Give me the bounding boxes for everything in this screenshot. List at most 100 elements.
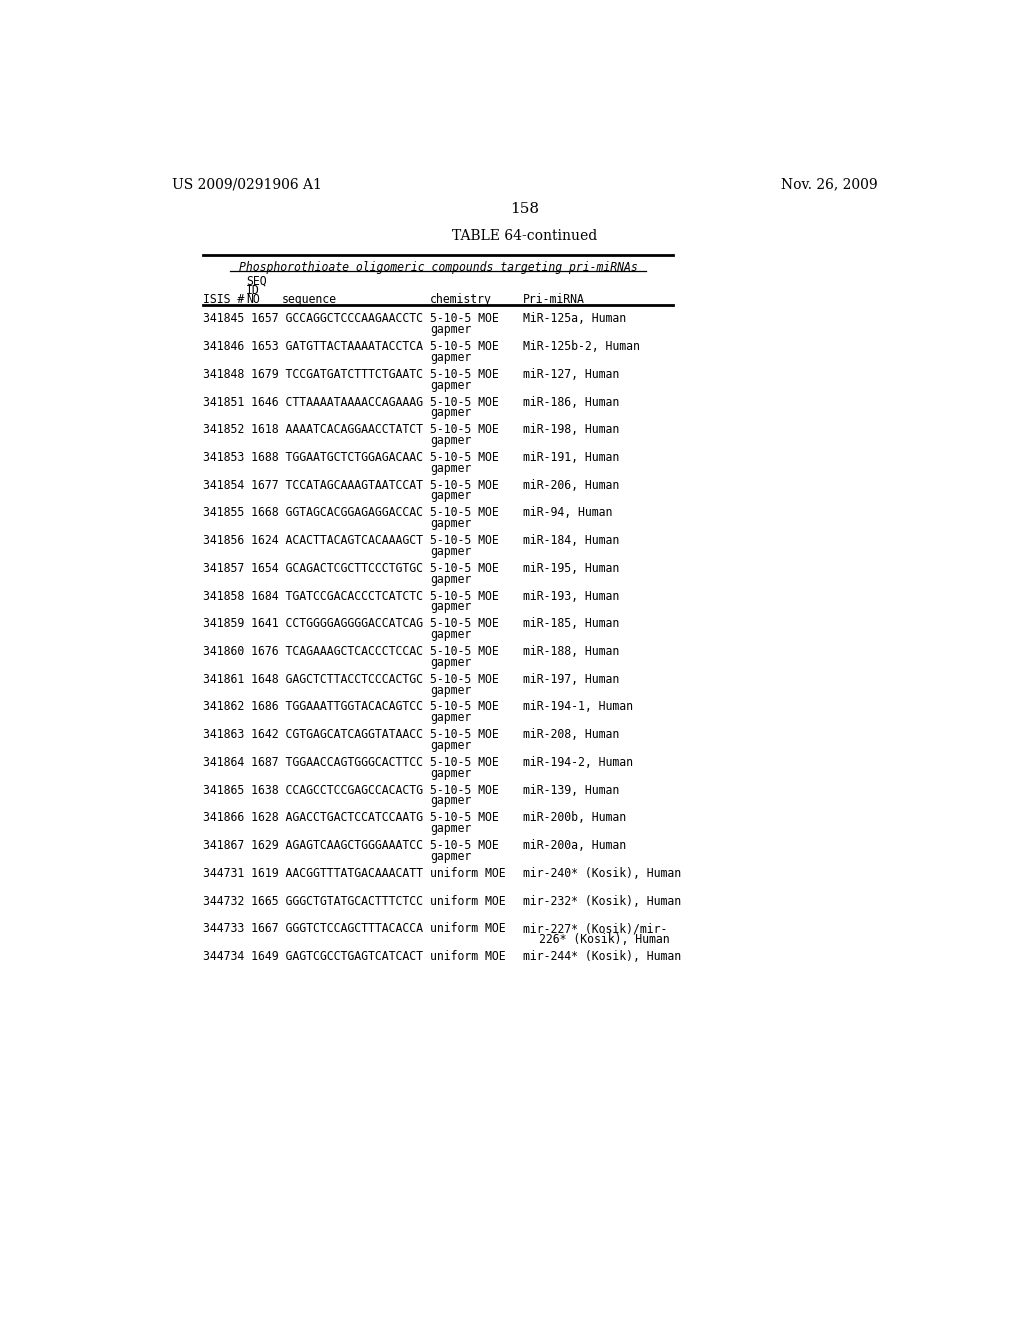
Text: miR-194-1, Human: miR-194-1, Human xyxy=(523,701,633,714)
Text: gapmer: gapmer xyxy=(430,767,471,780)
Text: 341848 1679 TCCGATGATCTTTCTGAATC: 341848 1679 TCCGATGATCTTTCTGAATC xyxy=(203,368,423,381)
Text: mir-232* (Kosik), Human: mir-232* (Kosik), Human xyxy=(523,895,681,908)
Text: gapmer: gapmer xyxy=(430,656,471,669)
Text: 5-10-5 MOE: 5-10-5 MOE xyxy=(430,313,499,326)
Text: gapmer: gapmer xyxy=(430,711,471,725)
Text: 5-10-5 MOE: 5-10-5 MOE xyxy=(430,840,499,853)
Text: MiR-125b-2, Human: MiR-125b-2, Human xyxy=(523,341,640,354)
Text: gapmer: gapmer xyxy=(430,434,471,447)
Text: gapmer: gapmer xyxy=(430,545,471,558)
Text: uniform MOE: uniform MOE xyxy=(430,923,506,936)
Text: 341857 1654 GCAGACTCGCTTCCCTGTGC: 341857 1654 GCAGACTCGCTTCCCTGTGC xyxy=(203,562,423,576)
Text: miR-200a, Human: miR-200a, Human xyxy=(523,840,627,853)
Text: 5-10-5 MOE: 5-10-5 MOE xyxy=(430,784,499,797)
Text: gapmer: gapmer xyxy=(430,739,471,752)
Text: Nov. 26, 2009: Nov. 26, 2009 xyxy=(781,178,878,191)
Text: 341858 1684 TGATCCGACACCCTCATCTC: 341858 1684 TGATCCGACACCCTCATCTC xyxy=(203,590,423,603)
Text: 5-10-5 MOE: 5-10-5 MOE xyxy=(430,701,499,714)
Text: miR-188, Human: miR-188, Human xyxy=(523,645,620,659)
Text: gapmer: gapmer xyxy=(430,822,471,836)
Text: 341855 1668 GGTAGCACGGAGAGGACCAC: 341855 1668 GGTAGCACGGAGAGGACCAC xyxy=(203,507,423,520)
Text: chemistry: chemistry xyxy=(430,293,493,306)
Text: Pri-miRNA: Pri-miRNA xyxy=(523,293,585,306)
Text: 341854 1677 TCCATAGCAAAGTAATCCAT: 341854 1677 TCCATAGCAAAGTAATCCAT xyxy=(203,479,423,492)
Text: 341856 1624 ACACTTACAGTCACAAAGCT: 341856 1624 ACACTTACAGTCACAAAGCT xyxy=(203,535,423,548)
Text: 5-10-5 MOE: 5-10-5 MOE xyxy=(430,729,499,742)
Text: mir-244* (Kosik), Human: mir-244* (Kosik), Human xyxy=(523,950,681,964)
Text: miR-194-2, Human: miR-194-2, Human xyxy=(523,756,633,770)
Text: 5-10-5 MOE: 5-10-5 MOE xyxy=(430,341,499,354)
Text: 341862 1686 TGGAAATTGGTACACAGTCC: 341862 1686 TGGAAATTGGTACACAGTCC xyxy=(203,701,423,714)
Text: gapmer: gapmer xyxy=(430,407,471,420)
Text: Phosphorothioate oligomeric compounds targeting pri-miRNAs: Phosphorothioate oligomeric compounds ta… xyxy=(239,261,637,273)
Text: miR-198, Human: miR-198, Human xyxy=(523,424,620,437)
Text: uniform MOE: uniform MOE xyxy=(430,950,506,964)
Text: gapmer: gapmer xyxy=(430,601,471,614)
Text: ID: ID xyxy=(246,284,259,297)
Text: gapmer: gapmer xyxy=(430,517,471,531)
Text: 5-10-5 MOE: 5-10-5 MOE xyxy=(430,396,499,409)
Text: gapmer: gapmer xyxy=(430,379,471,392)
Text: miR-200b, Human: miR-200b, Human xyxy=(523,812,627,825)
Text: mir-227* (Kosik)/mir-: mir-227* (Kosik)/mir- xyxy=(523,923,668,936)
Text: miR-208, Human: miR-208, Human xyxy=(523,729,620,742)
Text: gapmer: gapmer xyxy=(430,573,471,586)
Text: miR-94, Human: miR-94, Human xyxy=(523,507,612,520)
Text: 5-10-5 MOE: 5-10-5 MOE xyxy=(430,590,499,603)
Text: 341861 1648 GAGCTCTTACCTCCCACTGC: 341861 1648 GAGCTCTTACCTCCCACTGC xyxy=(203,673,423,686)
Text: miR-186, Human: miR-186, Human xyxy=(523,396,620,409)
Text: 344732 1665 GGGCTGTATGCACTTTCTCC: 344732 1665 GGGCTGTATGCACTTTCTCC xyxy=(203,895,423,908)
Text: 5-10-5 MOE: 5-10-5 MOE xyxy=(430,451,499,465)
Text: 341845 1657 GCCAGGCTCCCAAGAACCTC: 341845 1657 GCCAGGCTCCCAAGAACCTC xyxy=(203,313,423,326)
Text: gapmer: gapmer xyxy=(430,462,471,475)
Text: miR-195, Human: miR-195, Human xyxy=(523,562,620,576)
Text: 5-10-5 MOE: 5-10-5 MOE xyxy=(430,673,499,686)
Text: miR-184, Human: miR-184, Human xyxy=(523,535,620,548)
Text: gapmer: gapmer xyxy=(430,795,471,808)
Text: 5-10-5 MOE: 5-10-5 MOE xyxy=(430,507,499,520)
Text: gapmer: gapmer xyxy=(430,684,471,697)
Text: 341867 1629 AGAGTCAAGCTGGGAAATCC: 341867 1629 AGAGTCAAGCTGGGAAATCC xyxy=(203,840,423,853)
Text: gapmer: gapmer xyxy=(430,628,471,642)
Text: 5-10-5 MOE: 5-10-5 MOE xyxy=(430,535,499,548)
Text: 5-10-5 MOE: 5-10-5 MOE xyxy=(430,756,499,770)
Text: 341866 1628 AGACCTGACTCCATCCAATG: 341866 1628 AGACCTGACTCCATCCAATG xyxy=(203,812,423,825)
Text: 158: 158 xyxy=(510,202,540,216)
Text: 344733 1667 GGGTCTCCAGCTTTACACCA: 344733 1667 GGGTCTCCAGCTTTACACCA xyxy=(203,923,423,936)
Text: 5-10-5 MOE: 5-10-5 MOE xyxy=(430,424,499,437)
Text: miR-206, Human: miR-206, Human xyxy=(523,479,620,492)
Text: 344731 1619 AACGGTTTATGACAAACATT: 344731 1619 AACGGTTTATGACAAACATT xyxy=(203,867,423,880)
Text: 341865 1638 CCAGCCTCCGAGCCACACTG: 341865 1638 CCAGCCTCCGAGCCACACTG xyxy=(203,784,423,797)
Text: sequence: sequence xyxy=(282,293,337,306)
Text: 5-10-5 MOE: 5-10-5 MOE xyxy=(430,618,499,631)
Text: miR-193, Human: miR-193, Human xyxy=(523,590,620,603)
Text: gapmer: gapmer xyxy=(430,850,471,863)
Text: 5-10-5 MOE: 5-10-5 MOE xyxy=(430,562,499,576)
Text: TABLE 64-continued: TABLE 64-continued xyxy=(453,230,597,243)
Text: ISIS #: ISIS # xyxy=(203,293,245,306)
Text: 5-10-5 MOE: 5-10-5 MOE xyxy=(430,812,499,825)
Text: 341860 1676 TCAGAAAGCTCACCCTCCAC: 341860 1676 TCAGAAAGCTCACCCTCCAC xyxy=(203,645,423,659)
Text: 5-10-5 MOE: 5-10-5 MOE xyxy=(430,645,499,659)
Text: 341846 1653 GATGTTACTAAAATACCTCA: 341846 1653 GATGTTACTAAAATACCTCA xyxy=(203,341,423,354)
Text: 341863 1642 CGTGAGCATCAGGTATAACC: 341863 1642 CGTGAGCATCAGGTATAACC xyxy=(203,729,423,742)
Text: gapmer: gapmer xyxy=(430,323,471,337)
Text: miR-197, Human: miR-197, Human xyxy=(523,673,620,686)
Text: miR-127, Human: miR-127, Human xyxy=(523,368,620,381)
Text: uniform MOE: uniform MOE xyxy=(430,867,506,880)
Text: 341852 1618 AAAATCACAGGAACCTATCT: 341852 1618 AAAATCACAGGAACCTATCT xyxy=(203,424,423,437)
Text: NO: NO xyxy=(246,293,259,306)
Text: 5-10-5 MOE: 5-10-5 MOE xyxy=(430,368,499,381)
Text: 5-10-5 MOE: 5-10-5 MOE xyxy=(430,479,499,492)
Text: US 2009/0291906 A1: US 2009/0291906 A1 xyxy=(172,178,323,191)
Text: gapmer: gapmer xyxy=(430,490,471,503)
Text: 341859 1641 CCTGGGGAGGGGACCATCAG: 341859 1641 CCTGGGGAGGGGACCATCAG xyxy=(203,618,423,631)
Text: miR-191, Human: miR-191, Human xyxy=(523,451,620,465)
Text: SEQ: SEQ xyxy=(246,275,266,288)
Text: MiR-125a, Human: MiR-125a, Human xyxy=(523,313,627,326)
Text: gapmer: gapmer xyxy=(430,351,471,364)
Text: mir-240* (Kosik), Human: mir-240* (Kosik), Human xyxy=(523,867,681,880)
Text: miR-139, Human: miR-139, Human xyxy=(523,784,620,797)
Text: miR-185, Human: miR-185, Human xyxy=(523,618,620,631)
Text: 341864 1687 TGGAACCAGTGGGCACTTCC: 341864 1687 TGGAACCAGTGGGCACTTCC xyxy=(203,756,423,770)
